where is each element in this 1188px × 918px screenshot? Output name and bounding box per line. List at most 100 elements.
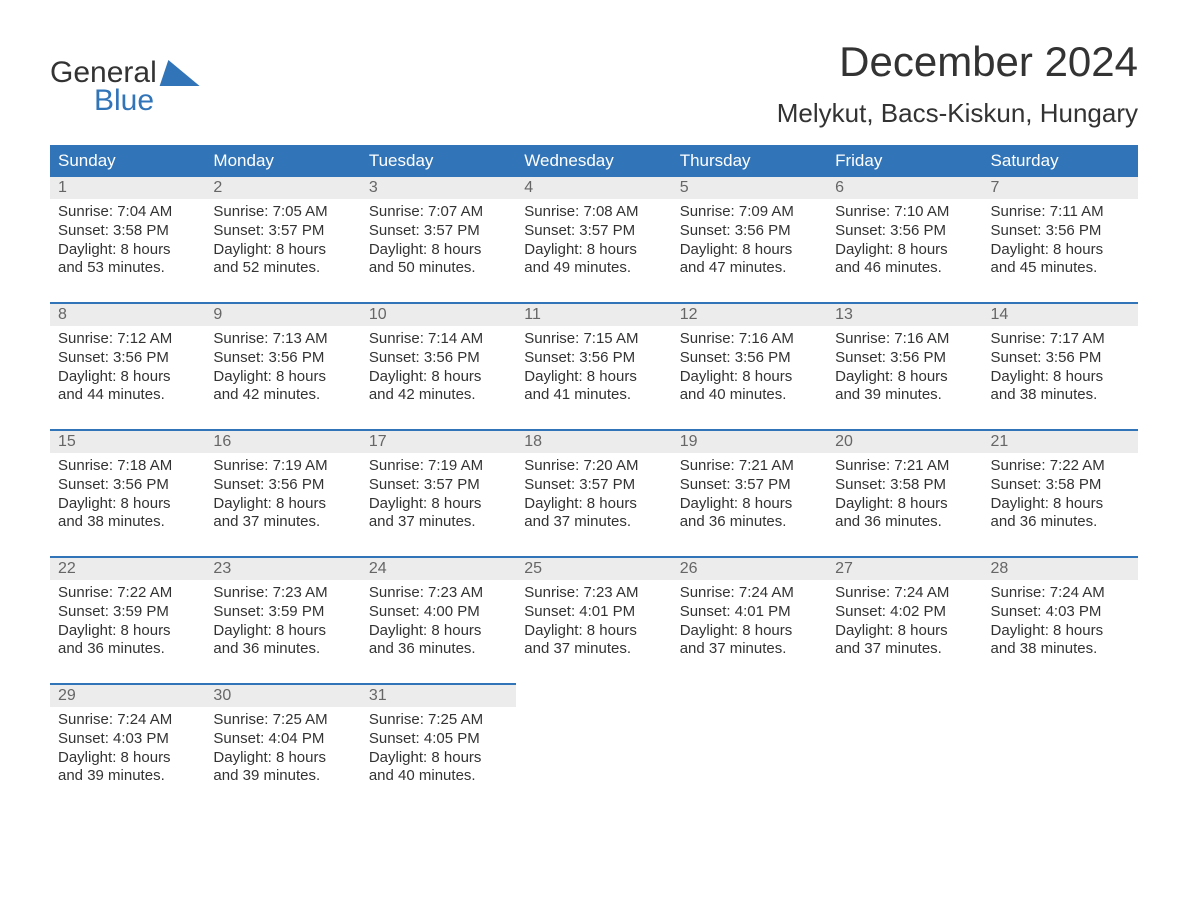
daylight-line1: Daylight: 8 hours bbox=[58, 241, 197, 260]
sunrise: Sunrise: 7:24 AM bbox=[680, 584, 819, 603]
day-number: 20 bbox=[827, 430, 982, 453]
day-cell: Sunrise: 7:21 AMSunset: 3:58 PMDaylight:… bbox=[827, 453, 982, 557]
sunset: Sunset: 3:59 PM bbox=[213, 603, 352, 622]
sunset: Sunset: 4:03 PM bbox=[991, 603, 1130, 622]
daylight-line2: and 38 minutes. bbox=[991, 386, 1130, 405]
daylight-line1: Daylight: 8 hours bbox=[58, 622, 197, 641]
day-number: 1 bbox=[50, 177, 205, 199]
daylight-line1: Daylight: 8 hours bbox=[835, 241, 974, 260]
daylight-line1: Daylight: 8 hours bbox=[369, 622, 508, 641]
sunset: Sunset: 4:01 PM bbox=[524, 603, 663, 622]
daylight-line1: Daylight: 8 hours bbox=[991, 622, 1130, 641]
sunset: Sunset: 3:56 PM bbox=[213, 349, 352, 368]
daylight-line1: Daylight: 8 hours bbox=[524, 622, 663, 641]
daylight-line2: and 50 minutes. bbox=[369, 259, 508, 278]
day-number: 15 bbox=[50, 430, 205, 453]
daylight-line2: and 53 minutes. bbox=[58, 259, 197, 278]
col-wednesday: Wednesday bbox=[516, 145, 671, 177]
day-cell bbox=[827, 707, 982, 794]
daylight-line2: and 36 minutes. bbox=[369, 640, 508, 659]
daylight-line2: and 44 minutes. bbox=[58, 386, 197, 405]
page-title: December 2024 bbox=[777, 38, 1138, 86]
day-cell: Sunrise: 7:19 AMSunset: 3:56 PMDaylight:… bbox=[205, 453, 360, 557]
day-cell: Sunrise: 7:11 AMSunset: 3:56 PMDaylight:… bbox=[983, 199, 1138, 303]
sunrise: Sunrise: 7:13 AM bbox=[213, 330, 352, 349]
day-cell bbox=[983, 707, 1138, 794]
day-number: 30 bbox=[205, 684, 360, 707]
daylight-line1: Daylight: 8 hours bbox=[369, 241, 508, 260]
sunset: Sunset: 3:56 PM bbox=[369, 349, 508, 368]
sunset: Sunset: 3:57 PM bbox=[680, 476, 819, 495]
sunset: Sunset: 3:56 PM bbox=[835, 349, 974, 368]
day-cell: Sunrise: 7:14 AMSunset: 3:56 PMDaylight:… bbox=[361, 326, 516, 430]
day-number: 10 bbox=[361, 303, 516, 326]
sunset: Sunset: 3:56 PM bbox=[991, 222, 1130, 241]
sunset: Sunset: 3:56 PM bbox=[58, 476, 197, 495]
sunrise: Sunrise: 7:18 AM bbox=[58, 457, 197, 476]
daylight-line1: Daylight: 8 hours bbox=[369, 495, 508, 514]
day-number: 23 bbox=[205, 557, 360, 580]
daylight-line2: and 36 minutes. bbox=[991, 513, 1130, 532]
daylight-line2: and 39 minutes. bbox=[213, 767, 352, 786]
day-cell: Sunrise: 7:25 AMSunset: 4:04 PMDaylight:… bbox=[205, 707, 360, 794]
daylight-line1: Daylight: 8 hours bbox=[991, 241, 1130, 260]
day-number: 7 bbox=[983, 177, 1138, 199]
day-number: 9 bbox=[205, 303, 360, 326]
daylight-line1: Daylight: 8 hours bbox=[524, 241, 663, 260]
sunset: Sunset: 3:57 PM bbox=[369, 222, 508, 241]
sunrise: Sunrise: 7:22 AM bbox=[58, 584, 197, 603]
content-row: Sunrise: 7:22 AM Sunset: 3:59 PM Daylight:… bbox=[50, 580, 1138, 684]
sunrise: Sunrise: 7:24 AM bbox=[58, 711, 197, 730]
day-cell: Sunrise: 7:24 AMSunset: 4:03 PMDaylight:… bbox=[983, 580, 1138, 684]
daylight-line1: Daylight: 8 hours bbox=[524, 368, 663, 387]
daylight-line2: and 36 minutes. bbox=[58, 640, 197, 659]
logo: General Blue bbox=[50, 56, 201, 118]
day-cell bbox=[516, 707, 671, 794]
daylight-line2: and 37 minutes. bbox=[524, 513, 663, 532]
sunrise: Sunrise: 7:17 AM bbox=[991, 330, 1130, 349]
daylight-line2: and 36 minutes. bbox=[680, 513, 819, 532]
daylight-line2: and 36 minutes. bbox=[213, 640, 352, 659]
day-number: 19 bbox=[672, 430, 827, 453]
daylight-line1: Daylight: 8 hours bbox=[524, 495, 663, 514]
daylight-line1: Daylight: 8 hours bbox=[835, 495, 974, 514]
day-cell: Sunrise: 7:23 AMSunset: 4:01 PMDaylight:… bbox=[516, 580, 671, 684]
content-row: Sunrise: 7:12 AMSunset: 3:56 PMDaylight:… bbox=[50, 326, 1138, 430]
daylight-line1: Daylight: 8 hours bbox=[213, 368, 352, 387]
sunset: Sunset: 3:56 PM bbox=[524, 349, 663, 368]
day-number: 11 bbox=[516, 303, 671, 326]
daylight-line2: and 37 minutes. bbox=[524, 640, 663, 659]
day-cell: Sunrise: 7:25 AMSunset: 4:05 PMDaylight:… bbox=[361, 707, 516, 794]
header: General Blue December 2024 Melykut, Bacs… bbox=[50, 38, 1138, 129]
daylight-line2: and 37 minutes. bbox=[835, 640, 974, 659]
day-number: 12 bbox=[672, 303, 827, 326]
daylight-line1: Daylight: 8 hours bbox=[58, 749, 197, 768]
day-number: 31 bbox=[361, 684, 516, 707]
sunset: Sunset: 3:56 PM bbox=[835, 222, 974, 241]
daynum-row: 22232425262728 bbox=[50, 557, 1138, 580]
day-number bbox=[672, 684, 827, 707]
daylight-line2: and 38 minutes. bbox=[58, 513, 197, 532]
day-cell: Sunrise: 7:07 AMSunset: 3:57 PMDaylight:… bbox=[361, 199, 516, 303]
col-thursday: Thursday bbox=[672, 145, 827, 177]
calendar-table: Sunday Monday Tuesday Wednesday Thursday… bbox=[50, 145, 1138, 794]
day-number: 18 bbox=[516, 430, 671, 453]
day-number: 22 bbox=[50, 557, 205, 580]
daylight-line1: Daylight: 8 hours bbox=[369, 368, 508, 387]
daylight-line1: Daylight: 8 hours bbox=[680, 622, 819, 641]
sunset: Sunset: 3:56 PM bbox=[213, 476, 352, 495]
day-cell: Sunrise: 7:04 AMSunset: 3:58 PMDaylight:… bbox=[50, 199, 205, 303]
logo-blue: Blue bbox=[94, 84, 201, 118]
day-number bbox=[516, 684, 671, 707]
day-cell: Sunrise: 7:09 AMSunset: 3:56 PMDaylight:… bbox=[672, 199, 827, 303]
sunrise: Sunrise: 7:25 AM bbox=[369, 711, 508, 730]
day-cell: Sunrise: 7:21 AMSunset: 3:57 PMDaylight:… bbox=[672, 453, 827, 557]
sunrise: Sunrise: 7:24 AM bbox=[991, 584, 1130, 603]
day-number: 26 bbox=[672, 557, 827, 580]
day-number: 6 bbox=[827, 177, 982, 199]
sunrise: Sunrise: 7:04 AM bbox=[58, 203, 197, 222]
sunrise: Sunrise: 7:08 AM bbox=[524, 203, 663, 222]
day-cell: Sunrise: 7:24 AMSunset: 4:01 PMDaylight:… bbox=[672, 580, 827, 684]
daylight-line2: and 47 minutes. bbox=[680, 259, 819, 278]
sunset: Sunset: 3:56 PM bbox=[58, 349, 197, 368]
